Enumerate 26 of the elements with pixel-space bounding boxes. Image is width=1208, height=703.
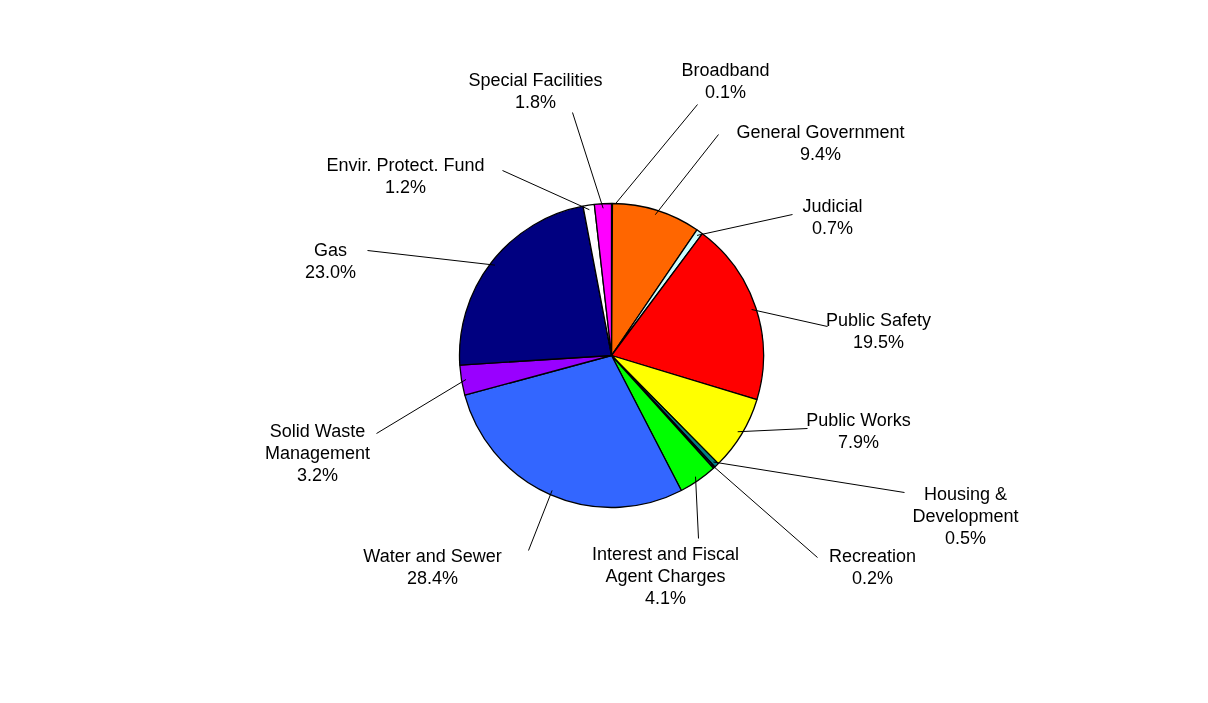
slice-label: Judicial	[802, 195, 863, 216]
slice-label: Water and Sewer	[363, 545, 502, 566]
data-label: 0.1%	[704, 81, 747, 102]
data-label: 4.1%	[644, 587, 687, 608]
slice-label: Recreation	[828, 545, 917, 566]
data-label: 0.2%	[851, 567, 894, 588]
data-label: 23.0%	[304, 261, 357, 282]
slice-label: Gas	[313, 239, 348, 260]
slice-label: Housing & Development	[912, 483, 1019, 526]
slice-label: Special Facilities	[468, 69, 603, 90]
data-label: 19.5%	[852, 331, 905, 352]
slice-label: Public Safety	[825, 309, 932, 330]
slice-label: Broadband	[681, 59, 770, 80]
data-label: 28.4%	[406, 567, 459, 588]
data-label: 9.4%	[799, 143, 842, 164]
data-label: 0.7%	[811, 217, 854, 238]
slice-label: General Government	[736, 121, 905, 142]
data-label: 1.8%	[514, 91, 557, 112]
data-label: 7.9%	[837, 431, 880, 452]
slice-label: Interest and Fiscal Agent Charges	[591, 543, 740, 586]
data-label: 3.2%	[296, 464, 339, 485]
data-label: 1.2%	[384, 176, 427, 197]
slice-label: Solid Waste Management	[264, 420, 371, 463]
slice-label: Envir. Protect. Fund	[326, 154, 485, 175]
data-label: 0.5%	[944, 527, 987, 548]
slice-label: Public Works	[806, 409, 911, 430]
